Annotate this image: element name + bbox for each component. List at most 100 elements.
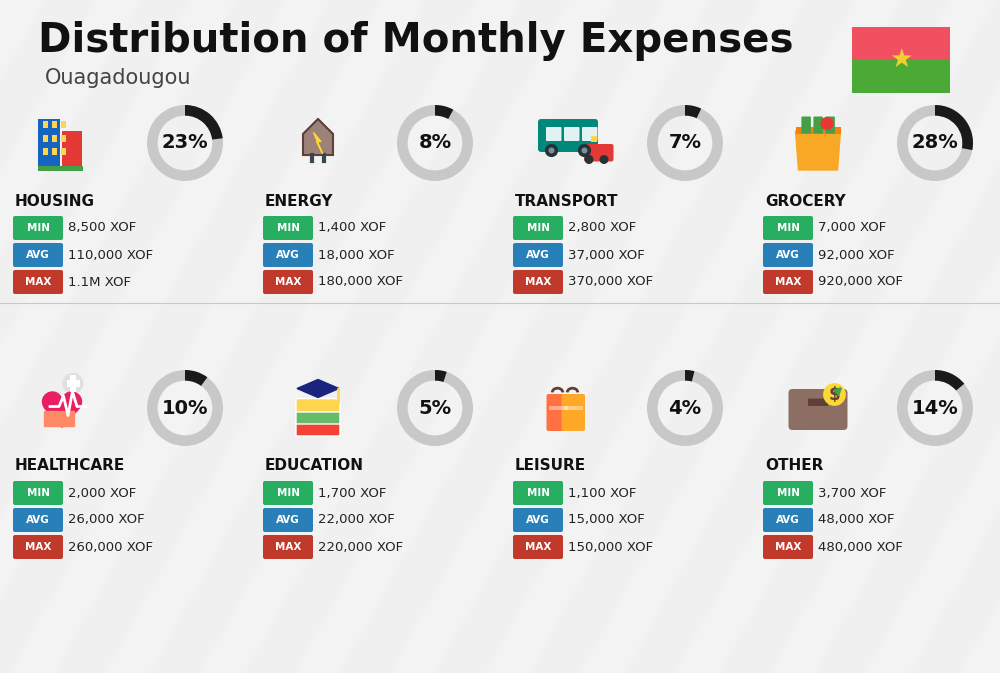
Text: MAX: MAX: [525, 542, 551, 552]
Text: 220,000 XOF: 220,000 XOF: [318, 540, 403, 553]
Text: Ouagadougou: Ouagadougou: [45, 68, 192, 88]
FancyBboxPatch shape: [546, 394, 570, 431]
Text: AVG: AVG: [26, 515, 50, 525]
Wedge shape: [435, 105, 453, 119]
Text: MIN: MIN: [26, 488, 50, 498]
Circle shape: [823, 383, 846, 406]
FancyBboxPatch shape: [852, 60, 950, 93]
Wedge shape: [397, 370, 473, 446]
Wedge shape: [147, 370, 223, 446]
Text: 26,000 XOF: 26,000 XOF: [68, 513, 145, 526]
Circle shape: [548, 147, 554, 153]
FancyBboxPatch shape: [763, 481, 813, 505]
Text: MIN: MIN: [276, 223, 300, 233]
Wedge shape: [185, 105, 223, 139]
FancyBboxPatch shape: [825, 116, 835, 133]
FancyBboxPatch shape: [43, 121, 48, 128]
Text: 10%: 10%: [162, 398, 208, 417]
FancyBboxPatch shape: [38, 119, 60, 167]
Wedge shape: [935, 105, 973, 150]
Text: ENERGY: ENERGY: [265, 194, 334, 209]
Polygon shape: [580, 0, 995, 673]
Text: 18,000 XOF: 18,000 XOF: [318, 248, 395, 262]
Text: MAX: MAX: [25, 277, 51, 287]
Polygon shape: [303, 119, 333, 155]
FancyBboxPatch shape: [788, 389, 848, 430]
Polygon shape: [0, 0, 140, 673]
Wedge shape: [685, 370, 694, 382]
FancyBboxPatch shape: [263, 216, 313, 240]
Text: OTHER: OTHER: [765, 458, 823, 474]
FancyBboxPatch shape: [546, 127, 562, 141]
FancyBboxPatch shape: [52, 135, 57, 141]
Wedge shape: [435, 370, 447, 382]
FancyBboxPatch shape: [813, 116, 823, 133]
FancyBboxPatch shape: [263, 481, 313, 505]
Polygon shape: [43, 392, 81, 427]
Text: MAX: MAX: [775, 277, 801, 287]
Text: 180,000 XOF: 180,000 XOF: [318, 275, 403, 289]
Text: 8,500 XOF: 8,500 XOF: [68, 221, 136, 234]
FancyBboxPatch shape: [13, 535, 63, 559]
Text: HEALTHCARE: HEALTHCARE: [15, 458, 125, 474]
Text: AVG: AVG: [526, 515, 550, 525]
FancyBboxPatch shape: [52, 148, 57, 155]
FancyBboxPatch shape: [13, 508, 63, 532]
FancyBboxPatch shape: [796, 127, 840, 134]
Text: MAX: MAX: [775, 542, 801, 552]
FancyBboxPatch shape: [13, 270, 63, 294]
Polygon shape: [390, 0, 805, 673]
FancyBboxPatch shape: [582, 127, 598, 141]
Text: MIN: MIN: [776, 488, 800, 498]
Circle shape: [545, 144, 558, 157]
Text: AVG: AVG: [276, 515, 300, 525]
Wedge shape: [897, 105, 973, 181]
Text: 48,000 XOF: 48,000 XOF: [818, 513, 895, 526]
Text: MAX: MAX: [25, 542, 51, 552]
FancyBboxPatch shape: [852, 27, 950, 60]
Circle shape: [584, 155, 594, 164]
Text: AVG: AVG: [26, 250, 50, 260]
Text: EDUCATION: EDUCATION: [265, 458, 364, 474]
Text: 480,000 XOF: 480,000 XOF: [818, 540, 903, 553]
Text: TRANSPORT: TRANSPORT: [515, 194, 618, 209]
Wedge shape: [147, 105, 223, 181]
Polygon shape: [796, 131, 840, 170]
Circle shape: [600, 155, 608, 164]
FancyBboxPatch shape: [584, 144, 614, 162]
Text: 14%: 14%: [912, 398, 958, 417]
FancyBboxPatch shape: [763, 270, 813, 294]
Wedge shape: [647, 370, 723, 446]
FancyBboxPatch shape: [61, 148, 66, 155]
FancyBboxPatch shape: [66, 380, 80, 387]
FancyBboxPatch shape: [263, 535, 313, 559]
Text: 92,000 XOF: 92,000 XOF: [818, 248, 895, 262]
Circle shape: [62, 373, 83, 394]
Text: 28%: 28%: [912, 133, 958, 153]
FancyBboxPatch shape: [562, 394, 585, 431]
Polygon shape: [0, 0, 330, 673]
FancyBboxPatch shape: [61, 135, 66, 141]
Text: AVG: AVG: [776, 250, 800, 260]
FancyBboxPatch shape: [513, 481, 563, 505]
Text: 1,400 XOF: 1,400 XOF: [318, 221, 386, 234]
Text: GROCERY: GROCERY: [765, 194, 846, 209]
Wedge shape: [397, 105, 473, 181]
Text: MIN: MIN: [526, 223, 550, 233]
Text: MIN: MIN: [276, 488, 300, 498]
Text: 110,000 XOF: 110,000 XOF: [68, 248, 153, 262]
Text: AVG: AVG: [276, 250, 300, 260]
FancyBboxPatch shape: [538, 119, 598, 152]
FancyBboxPatch shape: [62, 131, 82, 167]
Wedge shape: [685, 105, 701, 118]
Text: 2,000 XOF: 2,000 XOF: [68, 487, 136, 499]
Text: 1.1M XOF: 1.1M XOF: [68, 275, 131, 289]
Text: $: $: [829, 386, 840, 404]
Circle shape: [820, 117, 834, 130]
Polygon shape: [44, 411, 74, 426]
Polygon shape: [770, 0, 1000, 673]
Text: HOUSING: HOUSING: [15, 194, 95, 209]
FancyBboxPatch shape: [513, 216, 563, 240]
FancyBboxPatch shape: [513, 243, 563, 267]
Text: 920,000 XOF: 920,000 XOF: [818, 275, 903, 289]
